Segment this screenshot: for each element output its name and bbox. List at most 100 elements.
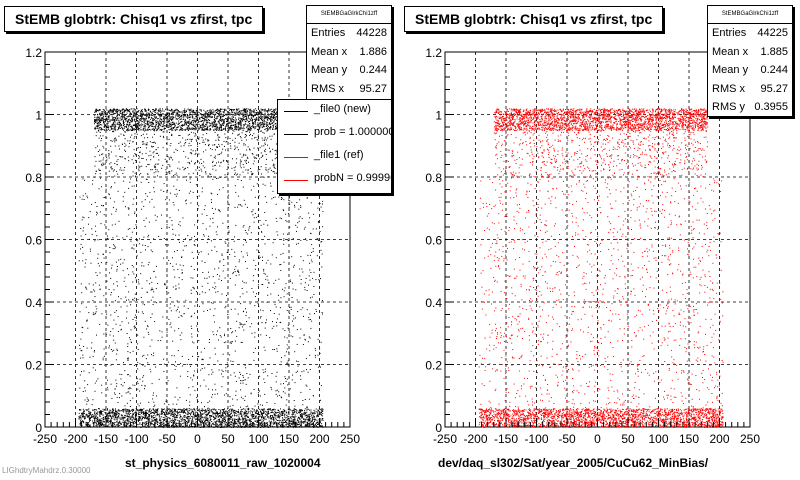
- scatter-point: [137, 361, 139, 363]
- scatter-point: [195, 152, 197, 154]
- scatter-point: [263, 417, 265, 419]
- scatter-point: [227, 366, 229, 368]
- scatter-point: [163, 420, 165, 421]
- scatter-point: [240, 409, 242, 411]
- scatter-point: [192, 172, 194, 174]
- scatter-point: [154, 413, 155, 415]
- scatter-point: [127, 357, 129, 359]
- scatter-point: [173, 420, 174, 422]
- scatter-point: [92, 367, 94, 369]
- scatter-point: [95, 417, 97, 419]
- scatter-point: [260, 410, 261, 412]
- scatter-point: [292, 336, 294, 338]
- scatter-point: [274, 422, 276, 423]
- scatter-point: [101, 153, 103, 155]
- scatter-point: [107, 425, 109, 427]
- scatter-point: [217, 138, 219, 140]
- scatter-point: [183, 416, 185, 418]
- scatter-point: [249, 418, 251, 420]
- scatter-point: [189, 426, 191, 427]
- scatter-point: [150, 420, 152, 422]
- scatter-point: [195, 184, 197, 186]
- scatter-point: [311, 421, 313, 423]
- scatter-point: [183, 313, 185, 315]
- scatter-point: [141, 158, 143, 159]
- scatter-point: [220, 161, 222, 163]
- scatter-point: [260, 166, 262, 168]
- scatter-point: [173, 204, 175, 206]
- scatter-point: [281, 423, 283, 425]
- scatter-point: [312, 417, 314, 419]
- scatter-point: [164, 282, 166, 284]
- scatter-point: [283, 199, 285, 201]
- scatter-point: [199, 416, 201, 418]
- scatter-point: [148, 261, 150, 263]
- scatter-point: [161, 336, 163, 338]
- scatter-point: [83, 416, 85, 418]
- scatter-point: [243, 142, 245, 144]
- scatter-point: [266, 402, 268, 403]
- scatter-point: [182, 166, 184, 168]
- scatter-point: [205, 415, 207, 417]
- scatter-point: [265, 262, 267, 264]
- scatter-point: [312, 412, 314, 414]
- scatter-point: [212, 160, 214, 162]
- scatter-point: [227, 200, 229, 202]
- scatter-point: [100, 262, 102, 264]
- scatter-point: [107, 409, 108, 411]
- scatter-point: [305, 419, 307, 421]
- scatter-point: [302, 344, 304, 345]
- scatter-point: [110, 187, 112, 189]
- scatter-point: [99, 415, 101, 417]
- scatter-point: [176, 416, 178, 418]
- scatter-point: [320, 206, 322, 208]
- scatter-point: [300, 424, 301, 426]
- scatter-point: [131, 409, 133, 411]
- scatter-point: [287, 418, 289, 419]
- scatter-point: [203, 410, 205, 412]
- scatter-point: [92, 183, 93, 185]
- scatter-point: [186, 414, 188, 415]
- scatter-point: [322, 203, 323, 205]
- scatter-point: [249, 178, 251, 180]
- scatter-point: [219, 211, 221, 213]
- scatter-point: [270, 417, 272, 419]
- scatter-point: [249, 423, 251, 425]
- scatter-point: [187, 157, 189, 159]
- scatter-point: [308, 316, 310, 318]
- scatter-point: [173, 416, 175, 418]
- scatter-point: [80, 421, 82, 423]
- scatter-point: [204, 367, 206, 369]
- scatter-point: [228, 424, 230, 426]
- scatter-point: [311, 296, 313, 298]
- scatter-point: [91, 233, 93, 235]
- scatter-point: [276, 220, 278, 222]
- scatter-point: [309, 269, 311, 271]
- scatter-point: [185, 139, 187, 141]
- scatter-point: [269, 418, 271, 420]
- scatter-point: [200, 120, 202, 122]
- scatter-point: [170, 409, 172, 411]
- scatter-point: [171, 133, 173, 135]
- scatter-point: [280, 424, 282, 426]
- scatter-point: [293, 318, 295, 320]
- scatter-point: [120, 328, 122, 330]
- scatter-point: [184, 420, 186, 422]
- scatter-point: [231, 332, 233, 334]
- scatter-point: [139, 418, 141, 420]
- scatter-point: [112, 328, 114, 330]
- scatter-point: [243, 424, 245, 426]
- scatter-point: [244, 420, 246, 422]
- scatter-point: [195, 425, 197, 427]
- scatter-point: [180, 425, 182, 427]
- scatter-point: [170, 143, 172, 144]
- scatter-point: [94, 410, 96, 412]
- scatter-point: [86, 415, 88, 417]
- scatter-point: [239, 413, 241, 415]
- scatter-point: [95, 424, 97, 426]
- scatter-point: [199, 142, 201, 144]
- scatter-point: [183, 416, 185, 418]
- scatter-point: [100, 420, 102, 422]
- scatter-point: [187, 413, 189, 415]
- scatter-point: [116, 414, 118, 416]
